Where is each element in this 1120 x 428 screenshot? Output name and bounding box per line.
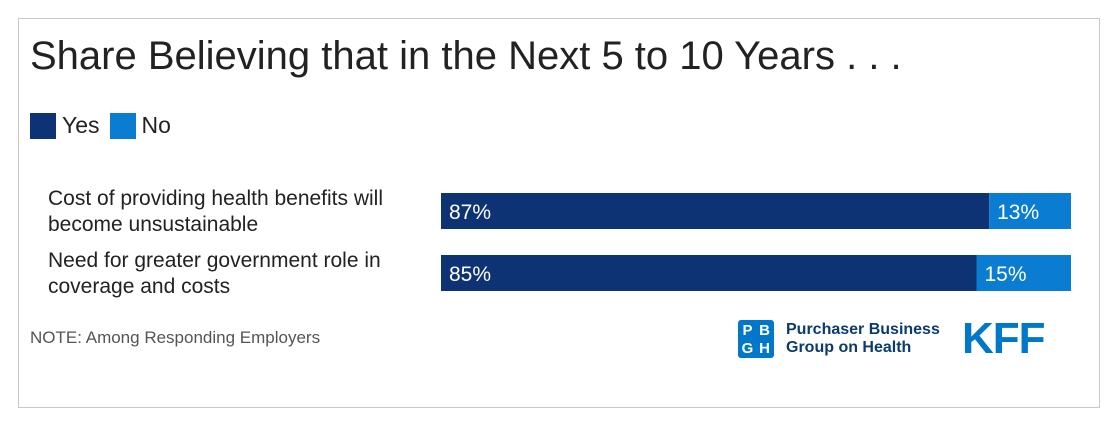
legend-swatch-yes — [30, 112, 56, 139]
legend-label-yes: Yes — [62, 112, 100, 138]
pbgh-mark-letter: H — [759, 339, 770, 357]
category-label-line: become unsustainable — [48, 213, 258, 236]
category-label: Need for greater government role in cover… — [48, 249, 381, 298]
bar-no — [976, 255, 1071, 291]
pbgh-logo: P B G H Purchaser Business Group on Heal… — [738, 320, 940, 358]
legend-label-no: No — [141, 112, 171, 138]
category-label-line: coverage and costs — [48, 275, 230, 298]
bar-yes — [441, 193, 990, 229]
data-label-yes: 87% — [449, 201, 491, 224]
chart-title: Share Believing that in the Next 5 to 10… — [30, 34, 902, 78]
bar-no — [989, 193, 1071, 229]
legend-item-no: No — [109, 112, 171, 139]
pbgh-mark-letter: B — [759, 321, 770, 339]
category-label-line: Need for greater government role in — [48, 249, 381, 272]
category-label-line: Cost of providing health benefits will — [48, 187, 383, 210]
pbgh-name-line1: Purchaser Business — [786, 321, 940, 338]
category-label: Cost of providing health benefits will be… — [48, 187, 383, 236]
legend-item-yes: Yes — [30, 112, 100, 139]
pbgh-mark-letter: P — [742, 321, 753, 339]
chart-note: NOTE: Among Responding Employers — [30, 328, 321, 347]
bar-yes — [441, 255, 977, 291]
pbgh-name-line2: Group on Health — [786, 339, 912, 356]
pbgh-logo-text: Purchaser Business Group on Health — [786, 321, 940, 357]
data-label-no: 13% — [997, 201, 1039, 224]
legend-swatch-no — [109, 112, 136, 139]
kff-logo: KFF — [962, 314, 1046, 363]
pbgh-mark-letter: G — [741, 339, 754, 357]
data-label-no: 15% — [985, 263, 1027, 286]
pbgh-logo-mark: P B G H — [738, 320, 774, 358]
data-label-yes: 85% — [449, 263, 491, 286]
legend: Yes No — [30, 112, 181, 139]
